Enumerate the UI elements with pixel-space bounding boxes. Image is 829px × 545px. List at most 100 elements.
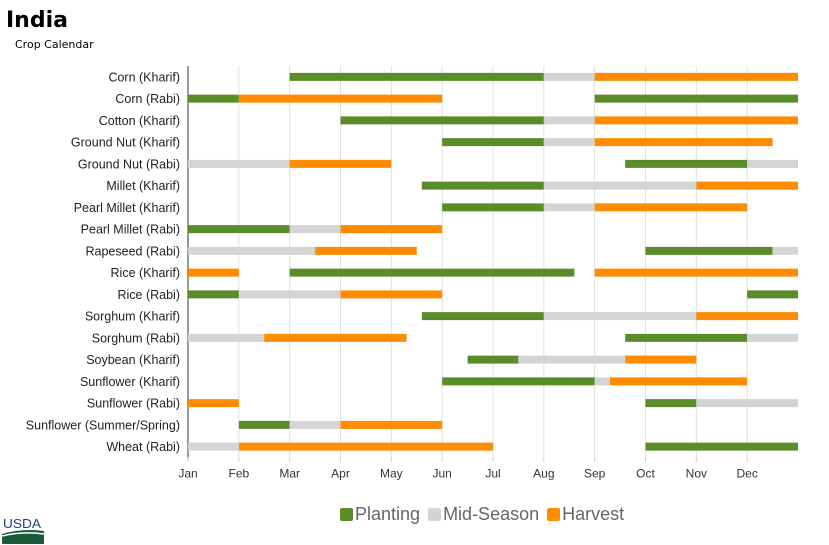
bar-planting[interactable] [625, 333, 748, 342]
usda-logo: USDA [2, 516, 44, 544]
bar-mid-season[interactable] [543, 203, 595, 212]
row-label: Pearl Millet (Kharif) [74, 201, 180, 215]
bar-harvest[interactable] [340, 290, 443, 299]
legend: Planting Mid-Season Harvest [340, 504, 624, 525]
bar-planting[interactable] [467, 355, 519, 364]
bar-mid-season[interactable] [289, 225, 341, 234]
bar-mid-season[interactable] [543, 116, 595, 125]
row-label: Ground Nut (Kharif) [71, 136, 180, 150]
row-label: Sunflower (Rabi) [87, 397, 180, 411]
legend-item-harvest[interactable]: Harvest [547, 504, 624, 525]
legend-swatch-harvest [547, 508, 561, 521]
legend-label: Mid-Season [443, 504, 540, 524]
x-tick-label: Jun [432, 467, 451, 481]
bar-mid-season[interactable] [594, 377, 610, 386]
row-label: Ground Nut (Rabi) [78, 157, 180, 171]
row-label: Millet (Kharif) [106, 179, 180, 193]
bar-planting[interactable] [289, 268, 575, 277]
bar-harvest[interactable] [340, 225, 443, 234]
x-tick-label: Mar [279, 467, 300, 481]
bar-mid-season[interactable] [747, 333, 798, 342]
bar-harvest[interactable] [238, 94, 443, 103]
row-label: Soybean (Kharif) [86, 353, 180, 367]
bar-mid-season[interactable] [188, 333, 265, 342]
legend-label: Planting [355, 504, 421, 524]
x-tick-label: Dec [736, 467, 757, 481]
bar-planting[interactable] [340, 116, 544, 125]
bar-harvest[interactable] [696, 312, 798, 321]
page-title: India [6, 8, 68, 33]
row-label: Pearl Millet (Rabi) [81, 223, 180, 237]
x-tick-label: Jul [485, 467, 500, 481]
bar-harvest[interactable] [594, 203, 748, 212]
row-label: Wheat (Rabi) [106, 440, 180, 454]
bar-mid-season[interactable] [543, 72, 595, 81]
row-label: Cotton (Kharif) [99, 114, 180, 128]
bar-harvest[interactable] [625, 355, 697, 364]
x-tick-label: Apr [331, 467, 350, 481]
bar-mid-season[interactable] [747, 159, 798, 168]
legend-label: Harvest [562, 504, 625, 524]
bar-mid-season[interactable] [543, 181, 697, 190]
bar-planting[interactable] [289, 72, 544, 81]
bar-planting[interactable] [188, 94, 239, 103]
bar-harvest[interactable] [289, 159, 392, 168]
bar-harvest[interactable] [188, 268, 239, 277]
row-label: Sorghum (Kharif) [85, 310, 180, 324]
legend-swatch-planting [340, 508, 353, 521]
x-tick-label: May [380, 467, 403, 481]
row-label: Sunflower (Summer/Spring) [26, 418, 180, 432]
bar-harvest[interactable] [315, 246, 417, 255]
bar-harvest[interactable] [594, 72, 798, 81]
bar-planting[interactable] [238, 420, 290, 429]
bar-harvest[interactable] [340, 420, 443, 429]
bar-planting[interactable] [594, 94, 798, 103]
bar-planting[interactable] [645, 442, 799, 451]
row-label: Rice (Kharif) [111, 266, 180, 280]
legend-item-mid-season[interactable]: Mid-Season [428, 504, 539, 525]
bar-harvest[interactable] [594, 268, 798, 277]
bar-mid-season[interactable] [188, 159, 290, 168]
bar-planting[interactable] [421, 312, 544, 321]
bar-mid-season[interactable] [188, 442, 239, 451]
bar-harvest[interactable] [594, 138, 773, 147]
x-tick-label: Sep [584, 467, 606, 481]
x-tick-label: Feb [228, 467, 249, 481]
bar-mid-season[interactable] [188, 246, 316, 255]
bar-planting[interactable] [442, 203, 544, 212]
crop-calendar-chart: Jan Feb Mar Apr May Jun Jul Aug Sep Oct Nov Dec Corn… [26, 66, 799, 481]
bar-planting[interactable] [188, 225, 290, 234]
row-label: Sunflower (Kharif) [80, 375, 180, 389]
bar-mid-season[interactable] [543, 138, 595, 147]
bar-harvest[interactable] [264, 333, 407, 342]
row-label: Corn (Rabi) [115, 92, 180, 106]
bar-planting[interactable] [645, 246, 773, 255]
bar-planting[interactable] [442, 377, 595, 386]
bar-harvest[interactable] [594, 116, 798, 125]
bar-mid-season[interactable] [289, 420, 341, 429]
bar-planting[interactable] [442, 138, 544, 147]
legend-item-planting[interactable]: Planting [340, 504, 420, 525]
chart-subtitle: Crop Calendar [15, 38, 94, 51]
bar-harvest[interactable] [188, 399, 239, 408]
bar-mid-season[interactable] [238, 290, 341, 299]
bar-harvest[interactable] [609, 377, 748, 386]
bar-mid-season[interactable] [543, 312, 697, 321]
row-label: Rice (Rabi) [117, 288, 180, 302]
legend-swatch-mid-season [428, 508, 442, 521]
bar-mid-season[interactable] [518, 355, 626, 364]
bar-planting[interactable] [188, 290, 239, 299]
row-label: Rapeseed (Rabi) [86, 244, 181, 258]
x-tick-label: Oct [636, 467, 655, 481]
bar-harvest[interactable] [696, 181, 798, 190]
bar-planting[interactable] [645, 399, 697, 408]
bar-planting[interactable] [421, 181, 544, 190]
bar-planting[interactable] [747, 290, 798, 299]
x-tick-label: Nov [686, 467, 707, 481]
svg-text:USDA: USDA [3, 516, 41, 531]
bar-mid-season[interactable] [772, 246, 798, 255]
bar-harvest[interactable] [238, 442, 493, 451]
bar-mid-season[interactable] [696, 399, 798, 408]
bar-planting[interactable] [625, 159, 748, 168]
x-tick-label: Aug [533, 467, 554, 481]
